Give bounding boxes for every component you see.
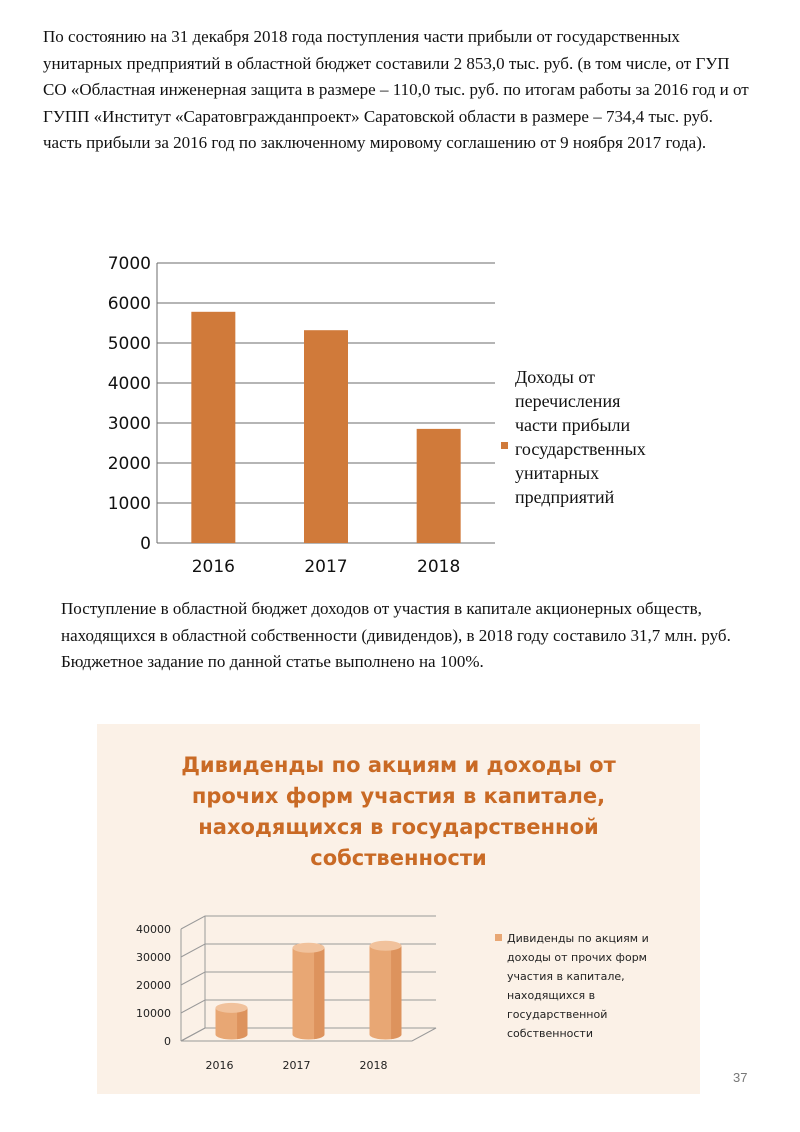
bar-cylinder-top [215, 1002, 248, 1013]
bar-cylinder-shade [314, 947, 325, 1040]
bar-cylinder-shade [237, 1007, 248, 1040]
x-tick-label: 2017 [283, 1059, 311, 1072]
bar-cylinder-shade [391, 945, 402, 1040]
legend-label: Дивиденды по акциям и доходы от прочих фо… [507, 932, 649, 1040]
x-tick-label: 2016 [206, 1059, 234, 1072]
legend-swatch [501, 442, 508, 449]
dividends-3d-chart: 0 10000 20000 30000 40000 2016 2017 2018 Дивиден… [136, 915, 649, 1072]
y-tick-label: 10000 [136, 1007, 171, 1020]
y-tick-label: 4000 [108, 374, 151, 394]
x-tick-label: 2016 [192, 557, 235, 577]
y-gridline [180, 915, 436, 930]
y-tick-label: 2000 [108, 454, 151, 474]
y-tick-label: 5000 [108, 334, 151, 354]
y-tick-label: 1000 [108, 494, 151, 514]
paragraph-profit: По состоянию на 31 декабря 2018 года пос… [43, 27, 749, 152]
y-tick-label: 20000 [136, 979, 171, 992]
bar-cylinder-top [369, 940, 402, 951]
profit-bar-chart: 0 1000 2000 3000 4000 5000 6000 7000 2016 2017 201… [108, 254, 646, 577]
x-tick-label: 2017 [304, 557, 347, 577]
dividends-chart-title: Дивиденды по акциям и доходы от прочих фо… [181, 753, 616, 870]
y-tick-label: 7000 [108, 254, 151, 274]
dividends-chart-frame: 0 10000 20000 30000 40000 2016 2017 2018 Дивиден… [97, 724, 700, 1094]
y-tick-label: 0 [140, 534, 151, 554]
page-number: 37 [733, 1070, 748, 1085]
y-tick-label: 6000 [108, 294, 151, 314]
floor-plane [180, 1027, 437, 1042]
paragraph-dividends: Поступление в областной бюджет доходов о… [61, 599, 731, 671]
bar [304, 330, 348, 543]
bar-cylinder-top [292, 942, 325, 953]
y-tick-label: 30000 [136, 951, 171, 964]
y-tick-label: 0 [164, 1035, 171, 1048]
x-tick-label: 2018 [417, 557, 460, 577]
y-tick-label: 40000 [136, 923, 171, 936]
x-tick-label: 2018 [360, 1059, 388, 1072]
bar [416, 428, 461, 543]
y-tick-label: 3000 [108, 414, 151, 434]
bar [191, 311, 236, 543]
legend-label: Доходы от перечисления части прибыли госуда… [515, 367, 646, 507]
legend-swatch [495, 934, 502, 941]
